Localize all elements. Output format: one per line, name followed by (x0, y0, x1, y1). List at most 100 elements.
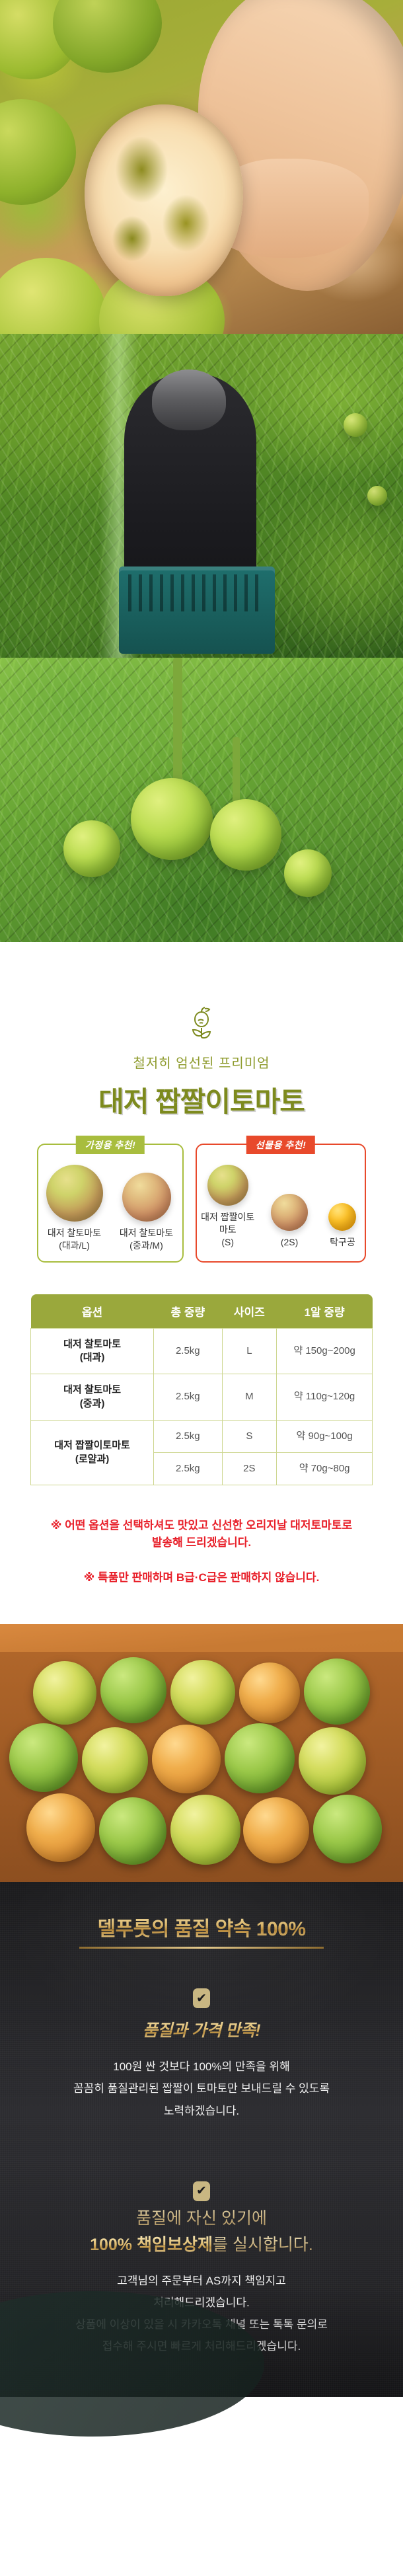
panel-item: 대저 찰토마토 (대과/L) (38, 1165, 110, 1252)
box-tomato (82, 1727, 148, 1794)
vine-tomato (284, 849, 332, 897)
hero-photo-vine (0, 658, 403, 942)
col-header-total-weight: 총 중량 (153, 1294, 222, 1329)
harvest-crate (119, 566, 275, 654)
cell-option: 대저 찰토마토 (중과) (30, 1374, 155, 1421)
size-comparison-panels: 가정용 추천! 대저 찰토마토 (대과/L) 대저 찰토마토 (중과/M) (0, 1136, 403, 1263)
spacer (0, 1949, 403, 1988)
block2-title-line-1: 품질에 자신 있기에 (0, 2205, 403, 2229)
panel-home-use: 가정용 추천! 대저 찰토마토 (대과/L) 대저 찰토마토 (중과/M) (37, 1136, 184, 1263)
table-row: 2.5kg 2S 약 70g~80g (31, 1452, 373, 1486)
box-tomato (152, 1725, 221, 1794)
cell-each: 약 70g~80g (276, 1452, 373, 1486)
decor-tomato (0, 258, 106, 334)
tomato-large-icon (46, 1165, 103, 1222)
cell-each: 약 90g~100g (276, 1419, 373, 1454)
col-header-option: 옵션 (30, 1294, 154, 1329)
spec-table: 옵션 총 중량 사이즈 1알 중량 대저 찰토마토 (대과) 2.5kg L 약 … (30, 1294, 373, 1486)
tomato-xsmall-icon (271, 1193, 309, 1231)
cell-option: 대저 찰토마토 (대과) (30, 1327, 155, 1375)
block2-line-1: 고객님의 주문부터 AS까지 책임지고 (117, 2274, 286, 2287)
box-tomato (243, 1797, 309, 1864)
spacer (0, 2122, 403, 2181)
block1-line-1: 100원 싼 것보다 100%의 만족을 위해 (113, 2060, 290, 2074)
vine-tomato (131, 778, 213, 860)
cell-weight: 2.5kg (153, 1374, 223, 1421)
vine-stem (173, 658, 182, 783)
item-size: (S) (221, 1236, 235, 1247)
decor-tomato (344, 413, 367, 437)
table-row: 대저 찰토마토 (중과) 2.5kg M 약 110g~120g (30, 1374, 373, 1421)
panel-gift-use: 선물용 추천! 대저 짭짤이토마토 (S) (2S) (196, 1136, 366, 1263)
block1-body: 100원 싼 것보다 100%의 만족을 위해 꼼꼼히 품질관리된 짭짤이 토마… (0, 2056, 403, 2121)
check-mark-icon: ✔ (193, 2181, 210, 2201)
quality-guarantee-section: 델푸룻의 품질 약속 100% ✔ 품질과 가격 만족! 100원 싼 것보다 … (0, 1882, 403, 2437)
box-tomato (33, 1661, 96, 1725)
vine-tomato (210, 799, 281, 871)
item-size: (대과/L) (59, 1239, 90, 1251)
cell-each: 약 110g~120g (276, 1374, 373, 1421)
cell-size: 2S (221, 1452, 277, 1486)
guarantee-heading-wrap: 델푸룻의 품질 약속 100% (0, 1912, 403, 1949)
panel-item: 탁구공 (320, 1202, 365, 1249)
hero-photo-sliced-tomato (0, 0, 403, 334)
box-tomato (100, 1657, 166, 1724)
block2-title-line-2: 100% 책임보상제를 실시합니다. (0, 2232, 403, 2255)
panel-item: 대저 찰토마토 (중과/M) (110, 1173, 182, 1252)
tomato-small-icon (207, 1165, 248, 1206)
notice-line-1: ※ 어떤 옵션을 선택하셔도 맛있고 신선한 오리지날 대저토마토로 (50, 1519, 353, 1532)
box-tomato (304, 1659, 370, 1725)
cell-weight: 2.5kg (153, 1419, 223, 1454)
guarantee-heading: 델푸룻의 품질 약속 100% (97, 1912, 306, 1941)
product-info-section: 철저히 엄선된 프리미엄 대저 짭짤이토마토 가정용 추천! 대저 찰토마토 (… (0, 1006, 403, 1625)
item-name: 대저 짭짤이토마토 (201, 1212, 255, 1235)
decor-tomato (53, 0, 162, 73)
box-tomato (299, 1727, 366, 1795)
table-header-row: 옵션 총 중량 사이즈 1알 중량 (30, 1294, 373, 1329)
hero-photo-farmer (0, 334, 403, 658)
item-name: 대저 찰토마토 (47, 1228, 102, 1238)
spacer (0, 2357, 403, 2397)
tomato-medium-icon (122, 1173, 171, 1222)
notice-line-2: 발송해 드리겠습니다. (151, 1536, 252, 1549)
item-size: (중과/M) (129, 1239, 163, 1251)
panel-item: (2S) (258, 1193, 320, 1249)
col-header-unit-weight: 1알 중량 (276, 1294, 373, 1329)
block2-line-4: 접수해 주시면 빠르게 처리해드리겠습니다. (102, 2340, 301, 2353)
item-name: 대저 찰토마토 (119, 1228, 174, 1238)
cell-size: S (221, 1419, 277, 1454)
block1-title: 품질과 가격 만족! (0, 2017, 403, 2041)
guarantee-block-compensation: ✔ 품질에 자신 있기에 100% 책임보상제를 실시합니다. 고객님의 주문부… (0, 2181, 403, 2358)
spec-table-wrapper: 옵션 총 중량 사이즈 1알 중량 대저 찰토마토 (대과) 2.5kg L 약 … (30, 1294, 373, 1486)
spacer (0, 1584, 403, 1624)
notice-block: ※ 어떤 옵션을 선택하셔도 맛있고 신선한 오리지날 대저토마토로 발송해 드… (0, 1517, 403, 1584)
cell-size: L (221, 1327, 277, 1375)
page-title: 대저 짭짤이토마토 (98, 1086, 305, 1117)
notice-line-3: ※ 특품만 판매하며 B급·C급은 판매하지 않습니다. (83, 1571, 320, 1584)
block1-line-3: 노력하겠습니다. (163, 2104, 240, 2117)
box-tomato (239, 1662, 300, 1724)
box-tomato (9, 1723, 78, 1793)
block1-line-2: 꼼꼼히 품질관리된 짭짤이 토마토만 보내드릴 수 있도록 (73, 2082, 330, 2095)
block2-body: 고객님의 주문부터 AS까지 책임지고 처리해드리겠습니다. 상품에 이상이 있… (0, 2270, 403, 2358)
panel-home-tag: 가정용 추천! (75, 1136, 145, 1154)
decor-tomato (0, 99, 76, 205)
block2-line-3: 상품에 이상이 있을 시 카카오톡 채널 또는 톡톡 문의로 (75, 2318, 328, 2331)
cell-size: M (221, 1374, 277, 1421)
hero-photo-box (0, 1624, 403, 1883)
table-row: 대저 짭짤이토마토 (로얄과) 2.5kg S 약 90g~100g (30, 1419, 373, 1486)
cell-option: 대저 짭짤이토마토 (로얄과) (30, 1419, 155, 1486)
table-row: 대저 찰토마토 (대과) 2.5kg L 약 150g~200g (30, 1327, 373, 1375)
sliced-tomato (85, 104, 243, 296)
heading-underline (79, 1947, 324, 1949)
cell-weight: 2.5kg (153, 1452, 223, 1486)
col-header-size: 사이즈 (222, 1294, 277, 1329)
box-tomato (313, 1795, 382, 1864)
compensation-suffix: 를 실시합니다. (212, 2235, 313, 2254)
compensation-label: 100% 책임보상제 (90, 2235, 213, 2254)
box-tomato (225, 1723, 295, 1794)
vine-tomato (63, 820, 120, 877)
section-subtitle: 철저히 엄선된 프리미엄 (133, 1056, 270, 1071)
block2-line-2: 처리해드리겠습니다. (153, 2296, 250, 2309)
